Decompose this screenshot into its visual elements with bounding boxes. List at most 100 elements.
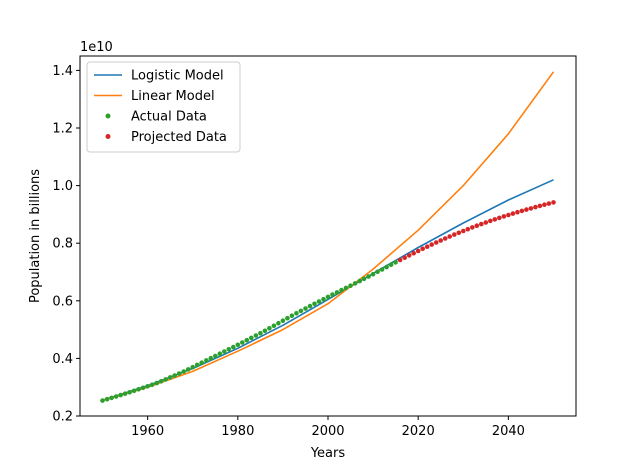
data-point-actual-data [388, 262, 394, 268]
data-point-actual-data [176, 371, 182, 376]
data-point-actual-data [122, 391, 128, 397]
data-point-actual-data [244, 337, 250, 343]
data-point-actual-data [213, 353, 218, 359]
data-point-projected-data [402, 255, 408, 260]
data-point-projected-data [465, 226, 471, 232]
x-tick-label: 2000 [311, 424, 344, 439]
legend-box [86, 61, 241, 153]
data-point-actual-data [384, 264, 389, 270]
legend-swatch-projected-data [105, 134, 111, 139]
data-point-projected-data [515, 209, 520, 215]
data-point-projected-data [524, 207, 529, 212]
data-point-actual-data [352, 281, 358, 286]
data-point-projected-data [406, 253, 412, 258]
data-point-actual-data [163, 377, 168, 382]
x-axis-label: Years [310, 446, 346, 461]
data-point-actual-data [330, 292, 335, 297]
data-point-actual-data [316, 299, 322, 304]
data-point-projected-data [397, 257, 403, 263]
data-point-actual-data [194, 362, 200, 368]
x-tick-label: 1980 [221, 424, 254, 439]
data-point-actual-data [136, 387, 141, 392]
data-point-actual-data [370, 271, 376, 277]
data-point-actual-data [181, 369, 186, 374]
data-point-projected-data [433, 240, 439, 245]
data-point-projected-data [420, 246, 426, 252]
x-tick-label: 2020 [402, 424, 435, 439]
data-point-actual-data [127, 390, 132, 395]
y-tick-label: 0.6 [52, 294, 73, 309]
data-point-actual-data [190, 364, 195, 370]
series-line-linear-model [102, 71, 555, 401]
y-tick-label: 0.2 [52, 410, 73, 425]
plot-area [100, 71, 556, 403]
data-point-actual-data [226, 347, 232, 352]
data-point-actual-data [325, 294, 331, 300]
data-point-projected-data [492, 217, 498, 222]
data-point-actual-data [249, 335, 254, 341]
data-point-projected-data [474, 223, 480, 228]
data-point-actual-data [131, 388, 137, 394]
data-point-actual-data [158, 379, 164, 384]
data-point-actual-data [231, 344, 236, 350]
y-tick-label: 0.4 [52, 352, 73, 367]
data-point-actual-data [113, 394, 119, 399]
legend: Logistic Model Linear Model Actual Data Pro… [86, 61, 241, 153]
data-point-actual-data [379, 267, 385, 272]
data-point-actual-data [258, 330, 263, 336]
data-point-actual-data [289, 313, 295, 319]
data-point-projected-data [497, 215, 502, 221]
y-tick-label: 0.8 [52, 237, 73, 252]
data-point-actual-data [312, 301, 317, 307]
legend-label-projected-data: Projected Data [131, 130, 227, 145]
data-point-actual-data [240, 340, 245, 345]
y-tick-label: 1.0 [52, 179, 73, 194]
data-point-actual-data [109, 395, 114, 401]
data-point-projected-data [456, 230, 462, 236]
data-point-actual-data [118, 392, 123, 398]
data-point-actual-data [285, 315, 290, 321]
data-point-actual-data [204, 358, 209, 363]
data-point-projected-data [452, 232, 457, 237]
data-point-actual-data [267, 326, 272, 331]
data-point-actual-data [100, 398, 105, 403]
data-point-actual-data [185, 367, 191, 372]
data-point-actual-data [271, 323, 277, 329]
data-point-projected-data [483, 220, 489, 225]
data-point-projected-data [424, 244, 430, 249]
data-point-projected-data [411, 250, 417, 256]
data-point-actual-data [222, 349, 227, 354]
y-tick-label: 1.4 [52, 64, 73, 79]
data-point-actual-data [172, 373, 177, 378]
data-point-projected-data [519, 208, 525, 214]
data-point-projected-data [546, 201, 552, 206]
data-point-projected-data [533, 204, 538, 210]
data-point-projected-data [438, 238, 444, 243]
data-point-projected-data [528, 206, 534, 211]
data-point-actual-data [167, 375, 173, 380]
legend-swatch-actual-data [105, 113, 111, 119]
data-point-projected-data [447, 234, 453, 239]
data-point-actual-data [262, 328, 268, 334]
data-point-actual-data [235, 342, 241, 348]
data-point-actual-data [321, 296, 326, 302]
data-point-projected-data [551, 200, 556, 205]
y-tick-label: 1.2 [52, 122, 73, 137]
data-point-actual-data [140, 385, 146, 391]
data-point-projected-data [415, 248, 421, 254]
data-point-projected-data [461, 228, 466, 234]
data-point-actual-data [366, 274, 371, 279]
data-point-actual-data [145, 384, 150, 389]
data-point-actual-data [357, 278, 362, 284]
data-point-actual-data [348, 283, 353, 289]
data-point-actual-data [303, 306, 308, 311]
data-point-actual-data [253, 333, 259, 338]
data-point-projected-data [510, 211, 516, 216]
data-point-actual-data [208, 355, 214, 361]
data-point-projected-data [542, 202, 547, 207]
data-point-actual-data [280, 318, 286, 324]
data-point-actual-data [149, 382, 155, 388]
axis-ticks: 1960 1980 2000 2020 2040 0.2 0.4 0.6 0.8 1.0 1.2 1.… [52, 64, 525, 439]
